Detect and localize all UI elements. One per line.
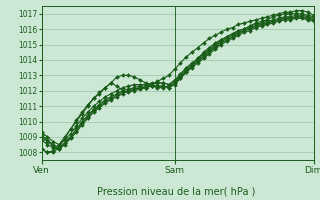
- Text: Pression niveau de la mer( hPa ): Pression niveau de la mer( hPa ): [97, 186, 255, 196]
